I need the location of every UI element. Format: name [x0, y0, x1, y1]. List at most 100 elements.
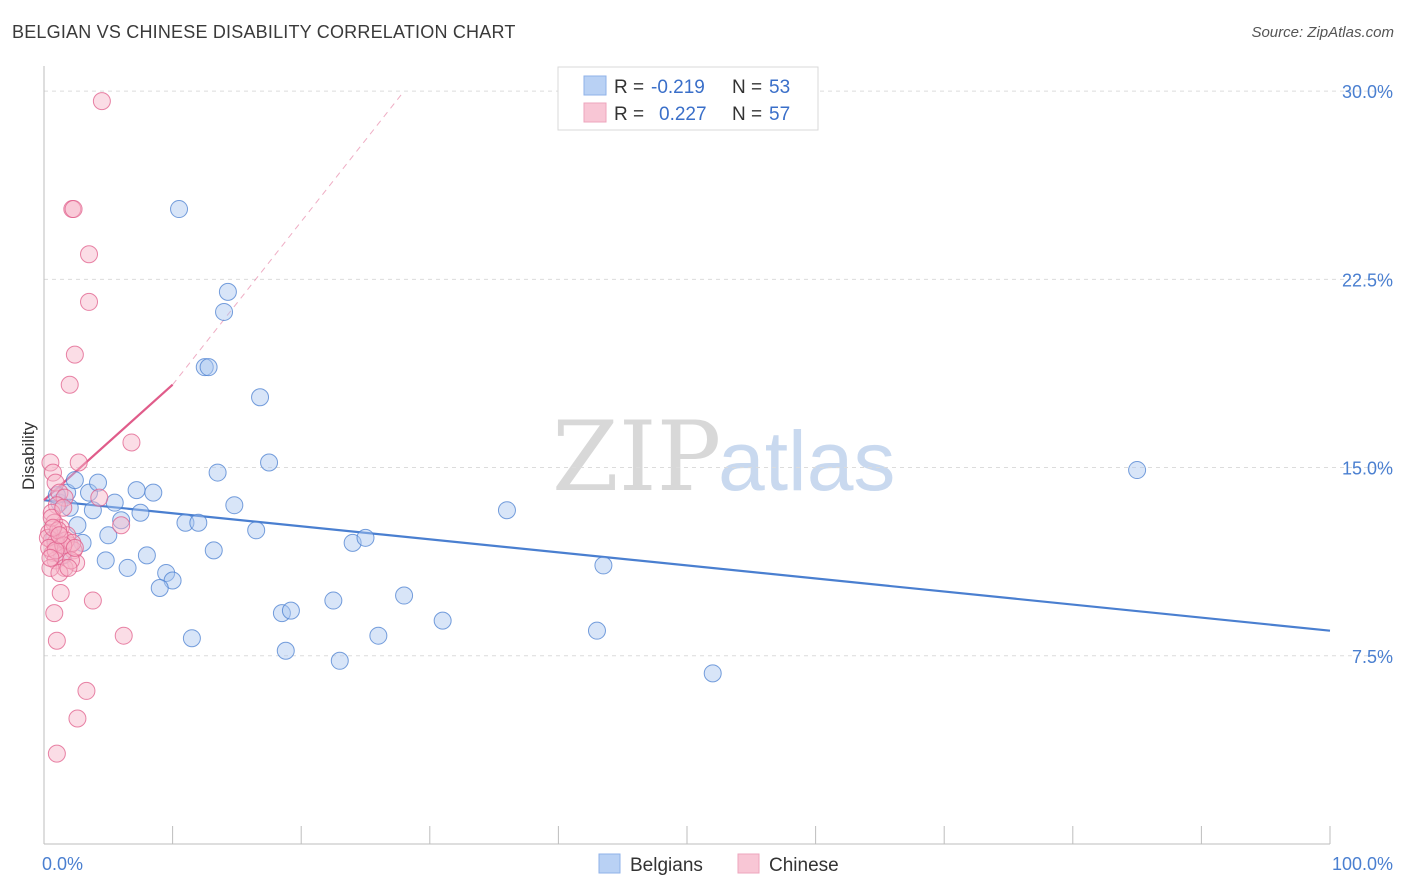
trend-line-belgians [43, 499, 1331, 632]
point-chinese-45 [54, 498, 73, 517]
point-chinese-2 [64, 200, 83, 219]
point-belgians-22 [215, 302, 234, 321]
point-belgians-37 [356, 528, 375, 547]
y-tick-label-1: 15.0% [1342, 459, 1393, 479]
point-belgians-32 [276, 641, 295, 660]
point-belgians-40 [433, 611, 452, 630]
point-belgians-25 [204, 541, 223, 560]
point-belgians-39 [395, 586, 414, 605]
point-belgians-24 [199, 358, 218, 377]
legend-r-value-belgians: -0.219 [651, 77, 705, 98]
series-swatch-chinese [737, 853, 760, 874]
y-axis-label: Disability [19, 421, 38, 490]
series-label-chinese: Chinese [769, 855, 839, 876]
point-belgians-28 [247, 521, 266, 540]
point-chinese-9 [69, 453, 88, 472]
point-chinese-5 [65, 345, 84, 364]
watermark-zip: ZIP [552, 401, 721, 513]
point-chinese-37 [77, 681, 96, 700]
point-chinese-51 [44, 518, 63, 537]
point-belgians-21 [218, 282, 237, 301]
point-chinese-34 [45, 604, 64, 623]
point-belgians-4 [80, 483, 99, 502]
point-belgians-26 [208, 463, 227, 482]
point-chinese-14 [90, 488, 109, 507]
point-chinese-35 [47, 631, 66, 650]
point-belgians-44 [703, 664, 722, 683]
x-tick-label-max: 100.0% [1332, 854, 1393, 874]
point-chinese-4 [80, 292, 99, 311]
point-belgians-9 [96, 551, 115, 570]
point-belgians-50 [150, 579, 169, 598]
point-belgians-29 [251, 388, 270, 407]
point-belgians-17 [176, 513, 195, 532]
gridlines [44, 90, 1392, 657]
point-belgians-15 [157, 563, 176, 582]
legend-swatch-belgians [583, 75, 607, 96]
x-tick-label-min: 0.0% [42, 854, 83, 874]
point-belgians-20 [170, 200, 189, 219]
point-belgians-11 [127, 481, 146, 500]
point-belgians-41 [497, 501, 516, 520]
point-belgians-18 [182, 629, 201, 648]
point-chinese-50 [59, 558, 78, 577]
point-belgians-23 [195, 358, 214, 377]
legend-r-value-chinese: 0.227 [659, 104, 707, 125]
axes [43, 66, 1331, 845]
point-belgians-27 [225, 496, 244, 515]
zipatlas-watermark: ZIP atlas [552, 401, 895, 513]
point-chinese-54 [50, 526, 69, 545]
y-tick-label-2: 22.5% [1342, 270, 1393, 290]
point-belgians-30 [260, 453, 279, 472]
point-chinese-31 [41, 558, 60, 577]
watermark-atlas: atlas [718, 414, 895, 508]
point-chinese-36 [114, 626, 133, 645]
point-chinese-19 [112, 516, 131, 535]
series-legend: Belgians Chinese [598, 853, 839, 876]
source-credit: Source: ZipAtlas.com [1251, 24, 1394, 41]
series-label-belgians: Belgians [630, 855, 703, 876]
series-swatch-belgians [598, 853, 621, 874]
point-chinese-38 [68, 709, 87, 728]
point-belgians-42 [587, 621, 606, 640]
data-points [38, 92, 1147, 763]
x-tick-labels: 0.0% 100.0% [42, 854, 1393, 874]
legend-n-value-belgians: 53 [769, 77, 790, 98]
point-belgians-13 [137, 546, 156, 565]
point-chinese-11 [46, 473, 65, 492]
point-chinese-39 [47, 744, 66, 763]
y-tick-labels: 7.5% 15.0% 22.5% 30.0% [1342, 82, 1393, 667]
legend-n-label-belgians: N = [732, 77, 762, 98]
point-belgians-7 [105, 493, 124, 512]
point-belgians-38 [369, 626, 388, 645]
point-chinese-33 [83, 591, 102, 610]
legend-r-label-chinese: R = [614, 104, 644, 125]
point-belgians-12 [131, 503, 150, 522]
point-chinese-32 [50, 563, 69, 582]
trend-lines [43, 90, 1331, 632]
trend-extension-chinese [172, 90, 405, 386]
point-belgians-45 [1128, 461, 1147, 480]
legend-n-value-chinese: 57 [769, 104, 790, 125]
point-belgians-34 [324, 591, 343, 610]
point-chinese-30 [55, 558, 74, 577]
legend-n-label-chinese: N = [732, 104, 762, 125]
point-belgians-19 [189, 513, 208, 532]
point-chinese-56 [41, 548, 60, 567]
y-tick-label-3: 30.0% [1342, 82, 1393, 102]
point-chinese-7 [122, 433, 141, 452]
point-belgians-8 [112, 511, 131, 530]
chart-title: BELGIAN VS CHINESE DISABILITY CORRELATIO… [12, 22, 516, 42]
point-belgians-10 [99, 526, 118, 545]
point-belgians-14 [144, 483, 163, 502]
correlation-legend: R = -0.219 N = 53 R = 0.227 N = 57 [557, 66, 819, 131]
point-chinese-3 [80, 245, 99, 264]
point-belgians-33 [281, 601, 300, 620]
trend-line-chinese [43, 383, 174, 501]
point-chinese-55 [65, 538, 84, 557]
point-belgians-43 [594, 556, 613, 575]
point-belgians-35 [330, 651, 349, 670]
legend-swatch-chinese [583, 102, 607, 123]
point-belgians-6 [89, 473, 108, 492]
